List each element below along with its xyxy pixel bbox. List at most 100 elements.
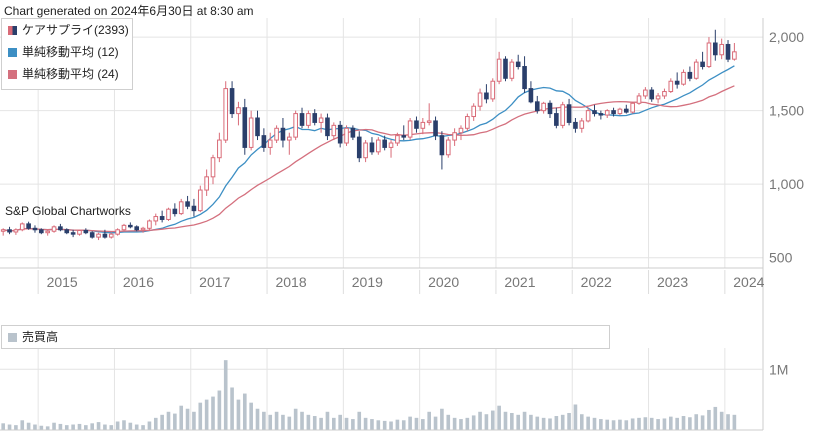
- candle[interactable]: [700, 51, 705, 70]
- volume-bar[interactable]: [668, 416, 673, 430]
- volume-bar[interactable]: [433, 416, 438, 430]
- volume-bar[interactable]: [484, 414, 489, 430]
- candle[interactable]: [356, 131, 362, 163]
- volume-bar[interactable]: [649, 417, 654, 430]
- volume-bar[interactable]: [567, 412, 571, 430]
- candle[interactable]: [58, 223, 63, 232]
- volume-bar[interactable]: [255, 408, 260, 430]
- candle[interactable]: [369, 137, 375, 155]
- candle[interactable]: [325, 113, 330, 141]
- volume-bar[interactable]: [147, 421, 152, 430]
- candle[interactable]: [426, 103, 432, 126]
- volume-bar[interactable]: [332, 417, 336, 430]
- candle[interactable]: [490, 78, 496, 102]
- candle[interactable]: [306, 110, 311, 129]
- volume-bar[interactable]: [64, 425, 69, 430]
- candle[interactable]: [515, 54, 521, 70]
- volume-bar[interactable]: [694, 414, 699, 430]
- candle[interactable]: [732, 43, 737, 61]
- candle[interactable]: [19, 222, 25, 232]
- volume-bar[interactable]: [198, 402, 203, 430]
- candle[interactable]: [89, 231, 95, 239]
- volume-bar[interactable]: [560, 414, 565, 430]
- candle[interactable]: [407, 118, 413, 141]
- volume-bar[interactable]: [592, 417, 597, 430]
- candle[interactable]: [77, 229, 82, 236]
- candle[interactable]: [172, 203, 178, 217]
- candle[interactable]: [134, 225, 140, 232]
- volume-bar[interactable]: [630, 418, 635, 430]
- candle[interactable]: [592, 104, 597, 117]
- candle[interactable]: [471, 103, 477, 121]
- candle[interactable]: [255, 110, 260, 141]
- candle[interactable]: [344, 125, 349, 146]
- candle[interactable]: [312, 109, 318, 126]
- candle[interactable]: [420, 118, 426, 135]
- volume-bar[interactable]: [541, 417, 546, 430]
- volume-bar[interactable]: [427, 411, 431, 430]
- candle[interactable]: [528, 81, 534, 104]
- candle[interactable]: [96, 232, 101, 241]
- volume-bar[interactable]: [471, 415, 476, 430]
- candle[interactable]: [706, 37, 712, 68]
- volume-bar[interactable]: [281, 414, 285, 430]
- volume-bar[interactable]: [319, 417, 323, 430]
- volume-bar[interactable]: [268, 414, 273, 430]
- volume-bar[interactable]: [293, 408, 298, 430]
- candle[interactable]: [566, 98, 572, 126]
- candle[interactable]: [13, 228, 19, 235]
- candle[interactable]: [662, 88, 667, 99]
- candle[interactable]: [395, 132, 400, 146]
- volume-bar[interactable]: [173, 413, 177, 430]
- volume-bar[interactable]: [421, 419, 425, 430]
- candle[interactable]: [242, 98, 248, 155]
- candle[interactable]: [178, 198, 184, 216]
- candle[interactable]: [465, 113, 470, 132]
- volume-bar[interactable]: [535, 416, 540, 430]
- volume-bar[interactable]: [554, 416, 559, 430]
- volume-bar[interactable]: [446, 414, 451, 430]
- volume-bar[interactable]: [344, 417, 349, 430]
- volume-bar[interactable]: [656, 419, 660, 430]
- candle[interactable]: [725, 40, 731, 63]
- volume-bar[interactable]: [122, 420, 126, 430]
- candle[interactable]: [433, 116, 438, 141]
- volume-bar[interactable]: [440, 408, 444, 430]
- candle[interactable]: [217, 132, 222, 163]
- volume-bar[interactable]: [153, 417, 158, 430]
- volume-bar[interactable]: [141, 425, 145, 430]
- candle[interactable]: [70, 229, 76, 238]
- candle[interactable]: [108, 232, 114, 239]
- candle[interactable]: [439, 131, 445, 170]
- volume-bar[interactable]: [605, 419, 610, 430]
- volume-bar[interactable]: [84, 425, 88, 430]
- volume-bar[interactable]: [707, 409, 711, 430]
- candle[interactable]: [197, 185, 203, 213]
- volume-bar[interactable]: [312, 416, 317, 430]
- candle[interactable]: [668, 78, 674, 93]
- volume-bar[interactable]: [179, 405, 184, 430]
- candle[interactable]: [185, 195, 190, 210]
- volume-bar[interactable]: [242, 393, 247, 430]
- candle[interactable]: [83, 228, 89, 235]
- volume-bar[interactable]: [71, 424, 75, 430]
- volume-bar[interactable]: [96, 422, 101, 430]
- candle[interactable]: [388, 140, 394, 158]
- volume-bar[interactable]: [223, 360, 228, 430]
- volume-bar[interactable]: [497, 405, 501, 430]
- candle[interactable]: [534, 95, 540, 114]
- candle[interactable]: [280, 118, 286, 148]
- candle[interactable]: [318, 113, 324, 133]
- candle[interactable]: [713, 29, 718, 61]
- candle[interactable]: [604, 109, 610, 118]
- candle[interactable]: [248, 110, 254, 151]
- volume-bar[interactable]: [382, 420, 387, 430]
- candle[interactable]: [128, 222, 133, 229]
- volume-bar[interactable]: [230, 387, 234, 430]
- volume-bar[interactable]: [236, 399, 241, 430]
- volume-bar[interactable]: [599, 419, 603, 430]
- candle[interactable]: [299, 107, 305, 129]
- candle[interactable]: [452, 128, 457, 146]
- volume-bar[interactable]: [662, 418, 667, 430]
- candle[interactable]: [560, 101, 566, 129]
